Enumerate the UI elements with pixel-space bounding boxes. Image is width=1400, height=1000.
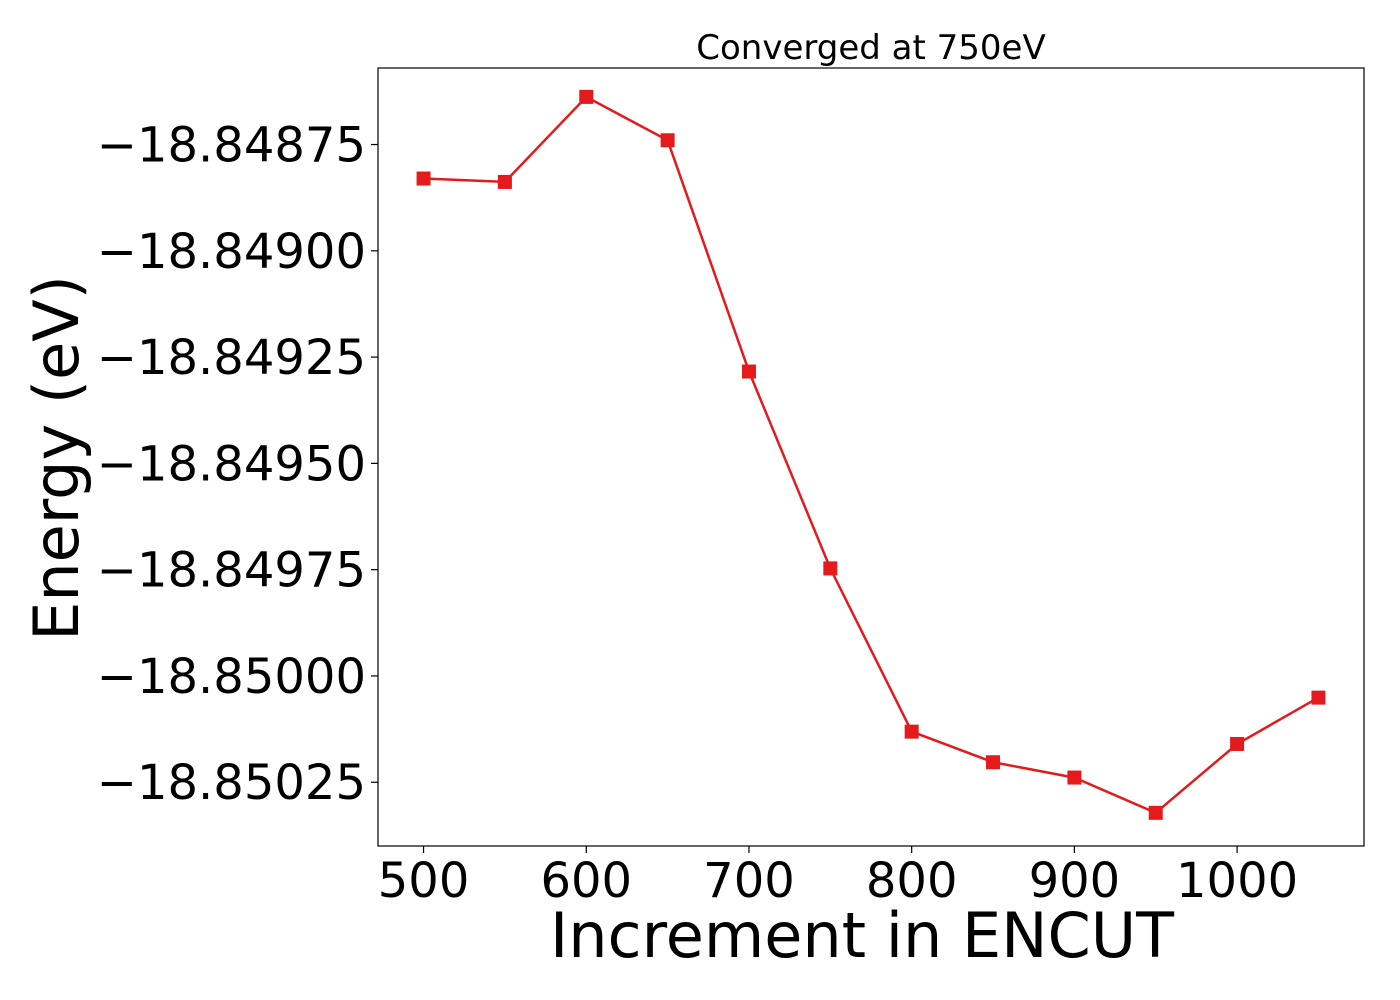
data-point	[497, 174, 512, 189]
y-tick-label: −18.84975	[97, 543, 366, 599]
data-point	[823, 561, 838, 576]
data-point	[986, 755, 1001, 770]
y-tick-label: −18.84875	[97, 118, 366, 174]
plot-border	[377, 67, 1365, 847]
y-axis: −18.84875 −18.84900 −18.84925 −18.84950 −18.…	[97, 118, 378, 811]
y-tick-label: −18.85000	[97, 649, 366, 705]
data-point	[741, 364, 756, 379]
data-point	[1067, 770, 1082, 785]
x-tick-label: 900	[1029, 853, 1121, 909]
x-tick-label: 600	[540, 853, 632, 909]
x-axis: 500 600 700 800 900 1000	[378, 846, 1298, 909]
chart-title: Converged at 750eV	[696, 28, 1045, 68]
data-point	[1230, 736, 1245, 751]
y-tick-label: −18.84925	[97, 330, 366, 386]
data-point	[579, 89, 594, 104]
series-line	[423, 95, 1320, 815]
data-point	[1148, 805, 1163, 820]
series-layer	[416, 89, 1326, 820]
plot-area	[377, 67, 1365, 847]
y-tick-label: −18.85025	[97, 755, 366, 811]
data-point	[1311, 690, 1326, 705]
x-tick-label: 500	[378, 853, 470, 909]
data-point	[416, 171, 431, 186]
y-axis-label: Energy (eV)	[20, 275, 93, 641]
y-tick-label: −18.84900	[97, 224, 366, 280]
x-axis-label: Increment in ENCUT	[550, 899, 1175, 972]
x-tick-label: 1000	[1176, 853, 1298, 909]
x-tick-label: 700	[703, 853, 795, 909]
x-tick-label: 800	[866, 853, 958, 909]
y-tick-label: −18.84950	[97, 436, 366, 492]
data-point	[904, 724, 919, 739]
data-point	[660, 133, 675, 148]
